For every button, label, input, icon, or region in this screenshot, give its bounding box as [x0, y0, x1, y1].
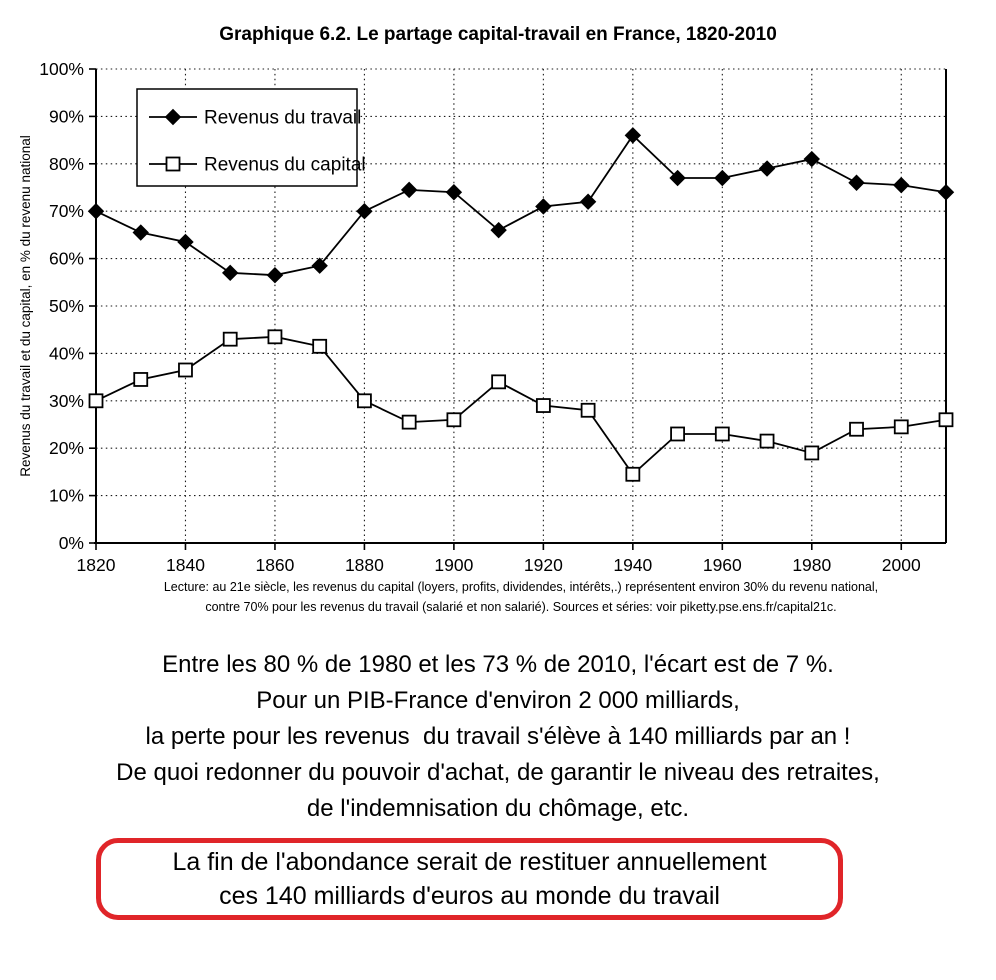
commentary-line: Pour un PIB-France d'environ 2 000 milli…: [256, 687, 740, 714]
svg-text:30%: 30%: [49, 391, 84, 411]
commentary-line: Entre les 80 % de 1980 et les 73 % de 20…: [162, 651, 834, 678]
svg-text:2000: 2000: [882, 555, 921, 575]
caption-line: contre 70% pour les revenus du travail (…: [205, 600, 837, 614]
commentary-line: de l'indemnisation du chômage, etc.: [306, 795, 690, 822]
svg-text:20%: 20%: [49, 438, 84, 458]
legend: Revenus du travail Revenus du capital: [136, 88, 366, 187]
legend-label: Revenus du capital: [204, 155, 366, 176]
capital-labour-share-chart: 0% 10% 20% 30% 40% 50% 60% 70% 80% 90% 100% 1820 184…: [18, 59, 955, 575]
caption-line: Lecture: au 21e siècle, les revenus du c…: [163, 580, 879, 594]
svg-text:1840: 1840: [166, 555, 205, 575]
svg-text:80%: 80%: [49, 154, 84, 174]
highlight-line: La fin de l'abondance serait de restitue…: [172, 848, 767, 876]
tick-labels: 0% 10% 20% 30% 40% 50% 60% 70% 80% 90% 100% 1820 184…: [39, 59, 921, 575]
svg-text:60%: 60%: [49, 249, 84, 269]
y-axis-title: Revenus du travail et du capital, en % d…: [18, 135, 33, 476]
svg-text:1880: 1880: [345, 555, 384, 575]
svg-text:1980: 1980: [792, 555, 831, 575]
commentary-line: De quoi redonner du pouvoir d'achat, de …: [116, 759, 880, 786]
series-revenus-du-capital: [88, 329, 954, 482]
svg-text:50%: 50%: [49, 296, 84, 316]
commentary: Entre les 80 % de 1980 et les 73 % de 20…: [0, 647, 996, 827]
svg-text:0%: 0%: [59, 533, 84, 553]
highlight-box: La fin de l'abondance serait de restitue…: [96, 838, 843, 920]
svg-text:1860: 1860: [255, 555, 294, 575]
svg-text:1940: 1940: [613, 555, 652, 575]
highlight-line: ces 140 milliards d'euros au monde du tr…: [219, 882, 720, 910]
svg-text:1820: 1820: [77, 555, 116, 575]
legend-label: Revenus du travail: [204, 108, 361, 129]
svg-text:1900: 1900: [434, 555, 473, 575]
svg-text:1920: 1920: [524, 555, 563, 575]
svg-text:100%: 100%: [39, 59, 84, 79]
svg-text:70%: 70%: [49, 201, 84, 221]
svg-text:1960: 1960: [703, 555, 742, 575]
chart-title: Graphique 6.2. Le partage capital-travai…: [219, 24, 777, 45]
svg-text:10%: 10%: [49, 486, 84, 506]
svg-text:40%: 40%: [49, 343, 84, 363]
series-revenus-du-travail: [87, 127, 955, 284]
svg-text:90%: 90%: [49, 106, 84, 126]
commentary-line: la perte pour les revenus du travail s'é…: [145, 723, 851, 750]
chart-caption: Lecture: au 21e siècle, les revenus du c…: [73, 577, 969, 617]
